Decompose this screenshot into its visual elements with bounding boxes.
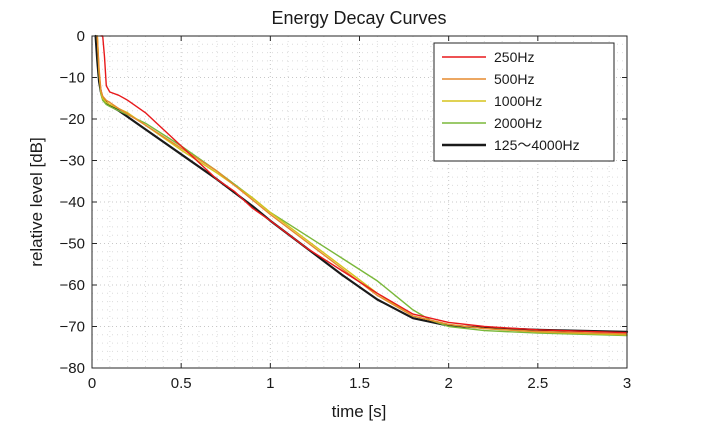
legend: 250Hz 500Hz 1000Hz 2000Hz 125〜4000Hz	[433, 42, 615, 162]
x-tick-label: 1	[266, 375, 274, 392]
legend-label: 125〜4000Hz	[494, 137, 580, 153]
y-tick-label: −30	[60, 153, 85, 170]
y-tick-label: −60	[60, 277, 85, 294]
y-axis-title: relative level [dB]	[27, 137, 46, 266]
series-line	[96, 35, 628, 335]
x-tick-label: 3	[623, 375, 631, 392]
y-tick-label: −40	[60, 194, 85, 211]
legend-label: 500Hz	[494, 71, 534, 87]
series-lines	[94, 34, 629, 337]
legend-label: 1000Hz	[494, 93, 542, 109]
y-tick-label: −50	[60, 236, 85, 253]
y-tick-label: −70	[60, 319, 85, 336]
x-axis-title: time [s]	[332, 402, 387, 421]
series-line	[100, 35, 628, 334]
legend-box	[433, 42, 615, 162]
legend-label: 2000Hz	[494, 115, 542, 131]
y-tick-label: 0	[77, 28, 85, 45]
x-tick-label: 0	[88, 375, 96, 392]
y-tick-label: −10	[60, 70, 85, 87]
chart-title: Energy Decay Curves	[271, 8, 446, 28]
legend-label: 250Hz	[494, 49, 534, 65]
y-tick-label: −20	[60, 111, 85, 128]
y-tick-label: −80	[60, 360, 85, 377]
x-tick-label: 0.5	[171, 375, 192, 392]
x-tick-label: 1.5	[349, 375, 370, 392]
x-tick-label: 2	[444, 375, 452, 392]
x-tick-label: 2.5	[527, 375, 548, 392]
axis-ticks: 0 0.5 1 1.5 2 2.5 3 0 −10 −20 −30 −40 −50 −60 −70 −80	[60, 28, 632, 392]
